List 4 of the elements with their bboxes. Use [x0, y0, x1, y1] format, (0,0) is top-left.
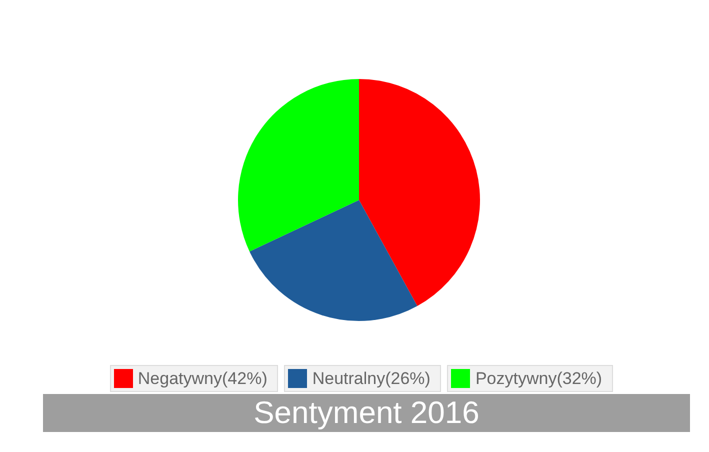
- legend-label: Pozytywny(32%): [475, 368, 602, 388]
- legend-label: Neutralny(26%): [312, 368, 430, 388]
- legend-label: Negatywny(42%): [138, 368, 268, 388]
- text: Sentyment 2016: [43, 394, 690, 432]
